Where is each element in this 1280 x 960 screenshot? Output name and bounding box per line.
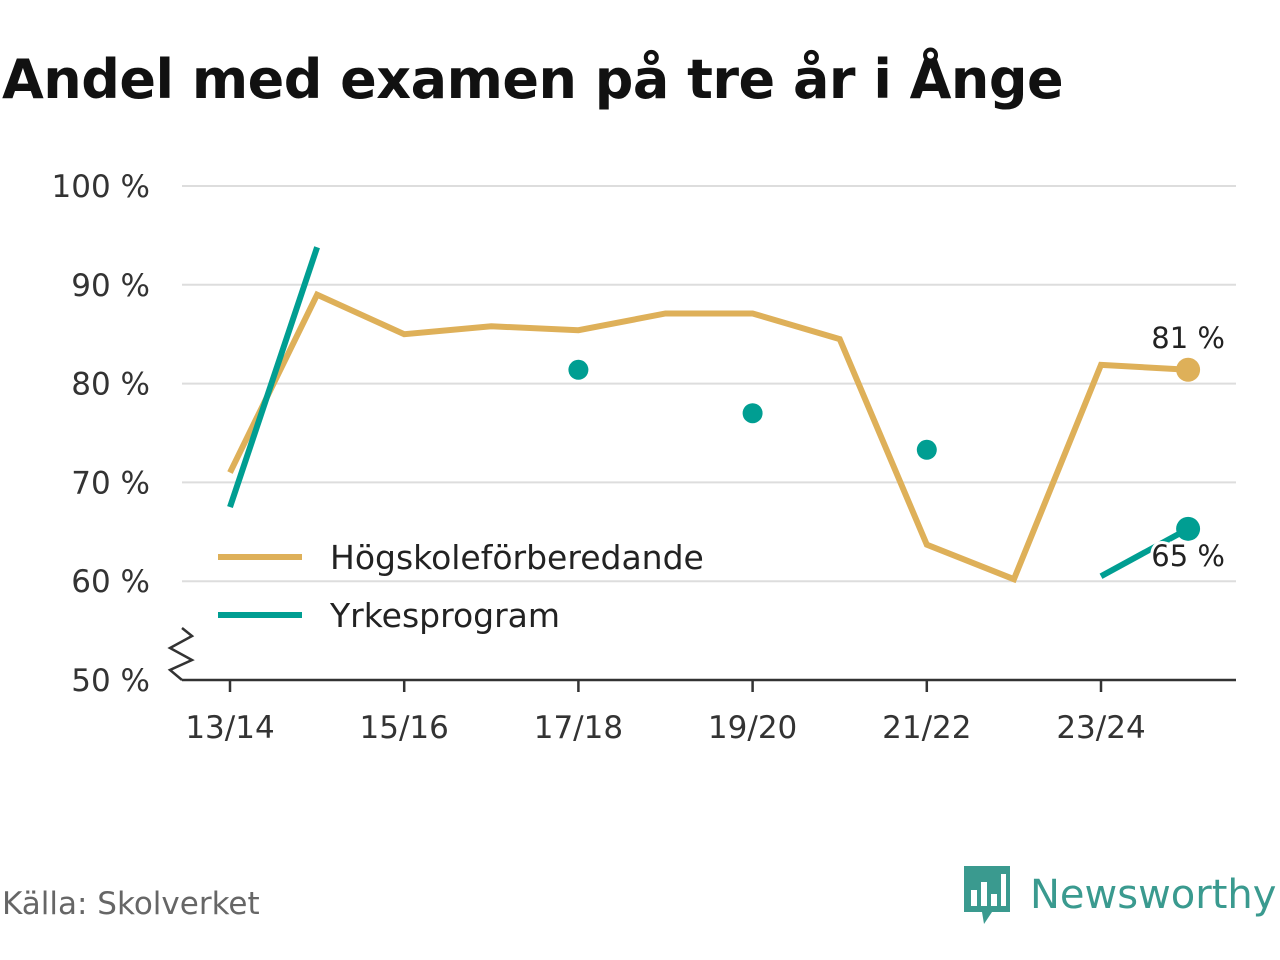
end-labels: 81 % 65 % <box>1148 318 1228 576</box>
y-axis-ticks: 50 % 60 % 70 % 80 % 90 % 100 % <box>52 169 150 699</box>
y-tick-label: 70 % <box>71 465 150 501</box>
y-tick-label: 50 % <box>71 663 150 699</box>
y-tick-label: 80 % <box>71 367 150 403</box>
series-hogskoleforberedande <box>227 290 1201 584</box>
newsworthy-logo-icon <box>964 866 1010 924</box>
x-tick-label: 17/18 <box>534 710 623 746</box>
x-axis <box>167 627 1236 682</box>
brand-logo: Newsworthy <box>962 862 1276 928</box>
series-line <box>1099 526 1190 579</box>
y-tick-label: 100 % <box>52 169 150 205</box>
legend: Högskoleförberedande Yrkesprogram <box>206 528 758 635</box>
end-value-label: 81 % <box>1151 321 1225 355</box>
series-layer <box>227 246 1201 584</box>
gridlines <box>182 185 1236 583</box>
chart-title: Andel med examen på tre år i Ånge <box>2 48 1064 111</box>
brand-name: Newsworthy <box>1030 872 1277 918</box>
y-tick-label: 90 % <box>71 268 150 304</box>
x-tick-label: 13/14 <box>185 710 274 746</box>
source-text: Källa: Skolverket <box>2 886 260 922</box>
series-yrkesprogram <box>227 246 1201 579</box>
legend-label: Yrkesprogram <box>329 596 560 635</box>
series-line <box>227 290 1189 584</box>
x-axis-ticks: 13/14 15/16 17/18 19/20 21/22 23/24 <box>185 680 1146 746</box>
x-tick-label: 21/22 <box>882 710 971 746</box>
end-point <box>1176 516 1201 541</box>
y-tick-label: 60 % <box>71 564 150 600</box>
data-point <box>568 359 589 380</box>
data-point <box>742 403 763 424</box>
end-point <box>1176 357 1201 382</box>
legend-label: Högskoleförberedande <box>330 538 704 577</box>
axis-break-icon <box>167 627 195 681</box>
series-line <box>227 246 320 509</box>
end-value-label: 65 % <box>1151 539 1225 573</box>
x-tick-label: 23/24 <box>1056 710 1145 746</box>
x-tick-label: 15/16 <box>360 710 449 746</box>
data-point <box>916 439 937 460</box>
x-tick-label: 19/20 <box>708 710 797 746</box>
